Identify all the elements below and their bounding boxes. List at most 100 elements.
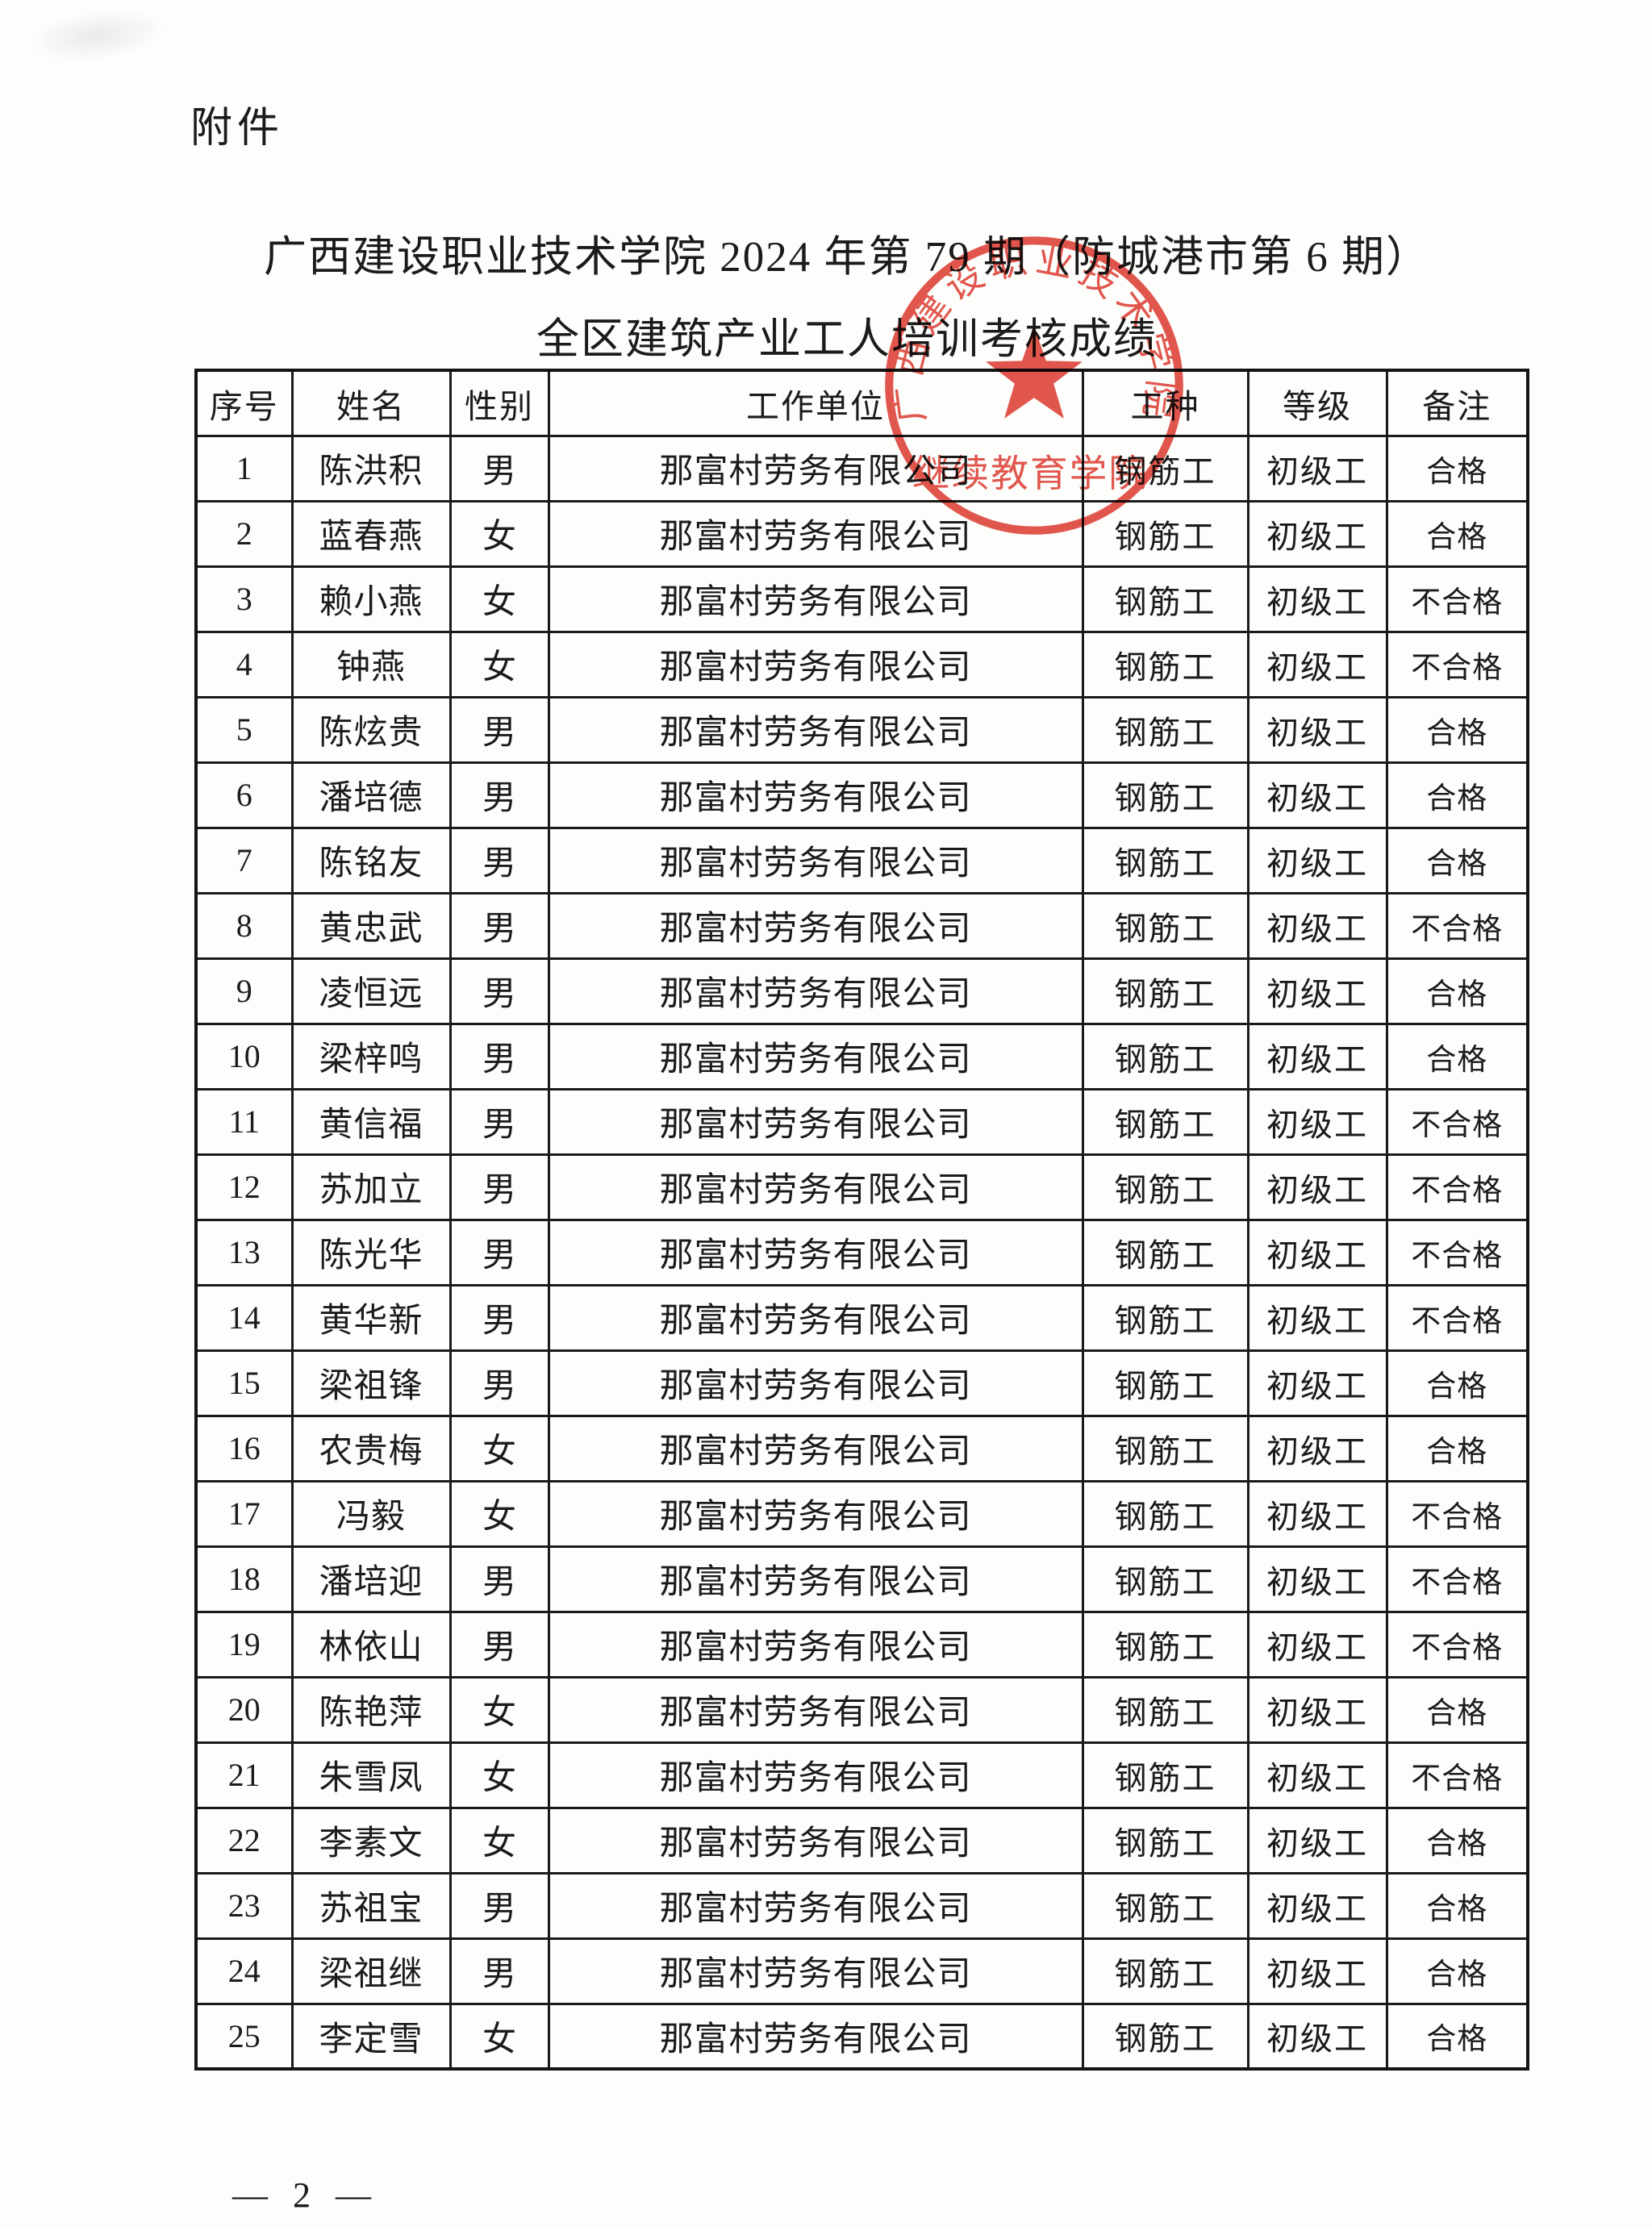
cell-gender: 男 <box>448 957 550 1025</box>
cell-trade: 钢筋工 <box>1081 1087 1249 1156</box>
cell-name: 朱雪凤 <box>290 1741 452 1809</box>
cell-trade: 钢筋工 <box>1081 891 1249 960</box>
cell-name: 陈艳萍 <box>290 1675 452 1744</box>
cell-name: 蓝春燕 <box>290 499 452 568</box>
cell-trade: 钢筋工 <box>1081 2002 1249 2071</box>
cell-level: 初级工 <box>1246 1871 1388 1940</box>
cell-gender: 男 <box>448 1871 550 1940</box>
cell-gender: 女 <box>448 1479 550 1548</box>
cell-level: 初级工 <box>1246 1087 1388 1156</box>
table-row: 13 陈光华 男 那富村劳务有限公司 钢筋工 初级工 不合格 <box>194 1218 1529 1287</box>
cell-seq: 23 <box>194 1871 294 1940</box>
scan-artifact <box>26 2 169 69</box>
cell-name: 陈洪积 <box>290 434 452 503</box>
table-header-row: 序号 姓名 性别 工作单位 工种 等级 备注 <box>194 369 1529 437</box>
cell-gender: 男 <box>448 1022 550 1091</box>
cell-seq: 20 <box>194 1675 294 1744</box>
cell-trade: 钢筋工 <box>1081 565 1249 633</box>
cell-employer: 那富村劳务有限公司 <box>547 499 1084 568</box>
cell-gender: 男 <box>448 761 550 829</box>
cell-trade: 钢筋工 <box>1081 1937 1249 2005</box>
cell-employer: 那富村劳务有限公司 <box>547 1610 1084 1679</box>
cell-remark: 合格 <box>1385 826 1529 895</box>
cell-remark: 合格 <box>1385 1806 1529 1875</box>
cell-employer: 那富村劳务有限公司 <box>547 1545 1084 1613</box>
cell-seq: 9 <box>194 957 294 1025</box>
header-gender: 性别 <box>448 369 550 437</box>
cell-trade: 钢筋工 <box>1081 1022 1249 1091</box>
cell-remark: 不合格 <box>1385 891 1529 960</box>
cell-gender: 男 <box>448 1349 550 1417</box>
cell-employer: 那富村劳务有限公司 <box>547 630 1084 699</box>
cell-gender: 男 <box>448 434 550 503</box>
cell-trade: 钢筋工 <box>1081 434 1249 503</box>
cell-remark: 合格 <box>1385 2002 1529 2071</box>
table-row: 23 苏祖宝 男 那富村劳务有限公司 钢筋工 初级工 合格 <box>194 1871 1529 1940</box>
table-row: 18 潘培迎 男 那富村劳务有限公司 钢筋工 初级工 不合格 <box>194 1545 1529 1613</box>
cell-seq: 7 <box>194 826 294 895</box>
cell-level: 初级工 <box>1246 499 1388 568</box>
table-header: 序号 姓名 性别 工作单位 工种 等级 备注 <box>194 369 1529 437</box>
cell-name: 陈铭友 <box>290 826 452 895</box>
header-seq: 序号 <box>194 369 294 437</box>
cell-level: 初级工 <box>1246 630 1388 699</box>
cell-seq: 16 <box>194 1414 294 1483</box>
table-row: 2 蓝春燕 女 那富村劳务有限公司 钢筋工 初级工 合格 <box>194 499 1529 568</box>
cell-seq: 2 <box>194 499 294 568</box>
header-employer: 工作单位 <box>547 369 1084 437</box>
cell-name: 农贵梅 <box>290 1414 452 1483</box>
header-remark: 备注 <box>1385 369 1529 437</box>
cell-name: 陈光华 <box>290 1218 452 1287</box>
cell-employer: 那富村劳务有限公司 <box>547 1806 1084 1875</box>
cell-trade: 钢筋工 <box>1081 1806 1249 1875</box>
cell-trade: 钢筋工 <box>1081 957 1249 1025</box>
cell-level: 初级工 <box>1246 2002 1388 2071</box>
cell-name: 梁祖锋 <box>290 1349 452 1417</box>
cell-level: 初级工 <box>1246 1545 1388 1613</box>
cell-gender: 男 <box>448 1545 550 1613</box>
cell-trade: 钢筋工 <box>1081 1414 1249 1483</box>
cell-level: 初级工 <box>1246 1153 1388 1221</box>
cell-seq: 25 <box>194 2002 294 2071</box>
cell-remark: 不合格 <box>1385 1153 1529 1221</box>
cell-employer: 那富村劳务有限公司 <box>547 434 1084 503</box>
cell-employer: 那富村劳务有限公司 <box>547 1414 1084 1483</box>
cell-seq: 5 <box>194 695 294 764</box>
cell-remark: 合格 <box>1385 1349 1529 1417</box>
cell-name: 陈炫贵 <box>290 695 452 764</box>
cell-seq: 15 <box>194 1349 294 1417</box>
cell-name: 凌恒远 <box>290 957 452 1025</box>
cell-name: 苏祖宝 <box>290 1871 452 1940</box>
cell-trade: 钢筋工 <box>1081 695 1249 764</box>
cell-employer: 那富村劳务有限公司 <box>547 761 1084 829</box>
cell-name: 梁梓鸣 <box>290 1022 452 1091</box>
table-row: 17 冯毅 女 那富村劳务有限公司 钢筋工 初级工 不合格 <box>194 1479 1529 1548</box>
cell-remark: 不合格 <box>1385 1479 1529 1548</box>
cell-name: 钟燕 <box>290 630 452 699</box>
cell-remark: 合格 <box>1385 1414 1529 1483</box>
cell-employer: 那富村劳务有限公司 <box>547 1479 1084 1548</box>
cell-level: 初级工 <box>1246 1610 1388 1679</box>
cell-trade: 钢筋工 <box>1081 630 1249 699</box>
cell-gender: 女 <box>448 1806 550 1875</box>
cell-name: 梁祖继 <box>290 1937 452 2005</box>
cell-remark: 不合格 <box>1385 565 1529 633</box>
cell-seq: 21 <box>194 1741 294 1809</box>
cell-employer: 那富村劳务有限公司 <box>547 891 1084 960</box>
cell-gender: 男 <box>448 1087 550 1156</box>
cell-employer: 那富村劳务有限公司 <box>547 1349 1084 1417</box>
cell-gender: 男 <box>448 1218 550 1287</box>
cell-employer: 那富村劳务有限公司 <box>547 957 1084 1025</box>
cell-name: 潘培德 <box>290 761 452 829</box>
cell-level: 初级工 <box>1246 1414 1388 1483</box>
cell-remark: 合格 <box>1385 434 1529 503</box>
table-row: 16 农贵梅 女 那富村劳务有限公司 钢筋工 初级工 合格 <box>194 1414 1529 1483</box>
cell-level: 初级工 <box>1246 1937 1388 2005</box>
table-row: 11 黄信福 男 那富村劳务有限公司 钢筋工 初级工 不合格 <box>194 1087 1529 1156</box>
cell-name: 冯毅 <box>290 1479 452 1548</box>
cell-trade: 钢筋工 <box>1081 1741 1249 1809</box>
table-row: 14 黄华新 男 那富村劳务有限公司 钢筋工 初级工 不合格 <box>194 1283 1529 1352</box>
cell-seq: 6 <box>194 761 294 829</box>
results-table: 序号 姓名 性别 工作单位 工种 等级 备注 1 陈洪积 男 那富村劳务有限公司… <box>194 369 1529 2071</box>
cell-name: 黄忠武 <box>290 891 452 960</box>
